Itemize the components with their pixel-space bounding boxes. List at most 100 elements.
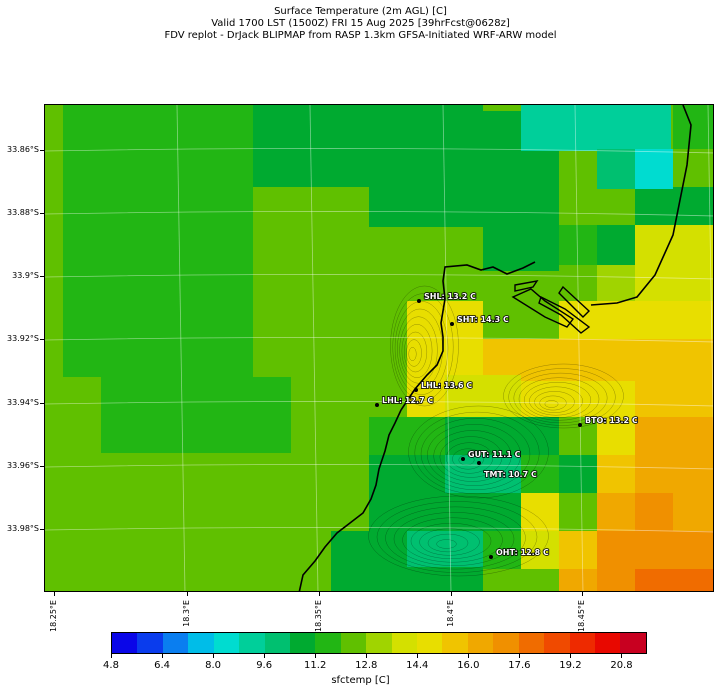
colorbar-tick bbox=[264, 654, 266, 658]
colorbar-swatch bbox=[442, 633, 468, 653]
contour-line bbox=[518, 377, 600, 421]
temperature-map[interactable]: SHL: 13.2 C SHT: 14.3 C LHL: 13.6 C LHL: 12… bbox=[44, 104, 714, 592]
temperature-cell bbox=[597, 149, 635, 189]
contour-line bbox=[408, 405, 549, 499]
contour-line bbox=[414, 411, 540, 495]
temperature-cell bbox=[597, 265, 635, 301]
colorbar-swatch bbox=[620, 633, 646, 653]
colorbar-tick bbox=[417, 654, 419, 658]
colorbar-tick bbox=[621, 654, 623, 658]
colorbar-tick-label: 8.0 bbox=[205, 660, 222, 671]
colorbar-swatch bbox=[518, 633, 545, 653]
parallel-line bbox=[45, 401, 713, 407]
station-label: LHL: 13.6 C bbox=[421, 381, 472, 390]
colorbar-swatch bbox=[112, 633, 138, 653]
contour-line bbox=[392, 293, 454, 401]
colorbar-tick-label: 20.8 bbox=[610, 660, 633, 671]
temperature-cell bbox=[101, 377, 291, 453]
temperature-cell bbox=[635, 569, 713, 591]
contour-line bbox=[529, 386, 583, 416]
temperature-cell bbox=[635, 417, 713, 457]
harbour-breakwater bbox=[511, 280, 591, 334]
terrain-contours bbox=[368, 285, 624, 577]
contour-line bbox=[503, 363, 624, 429]
temperature-cell bbox=[445, 375, 521, 417]
temperature-cell bbox=[597, 569, 635, 591]
lat-tick bbox=[40, 466, 44, 467]
colorbar-tick-label: 17.6 bbox=[508, 660, 531, 671]
temperature-cell bbox=[291, 417, 369, 455]
contour-line bbox=[427, 533, 469, 553]
colorbar-swatch bbox=[569, 633, 596, 653]
temperature-cell bbox=[559, 225, 597, 265]
station-label: BTO: 13.2 C bbox=[585, 416, 638, 425]
meridian-line bbox=[309, 105, 319, 591]
temperature-cell bbox=[673, 187, 713, 225]
temperature-cell bbox=[521, 493, 559, 531]
lon-label: 18.25°E bbox=[49, 600, 58, 632]
lat-label: 33.92°S bbox=[7, 334, 39, 343]
contour-line bbox=[523, 381, 592, 419]
colorbar-tick-label: 12.8 bbox=[355, 660, 378, 671]
temperature-cell bbox=[635, 225, 713, 301]
colorbar-tick bbox=[519, 654, 521, 658]
colorbar-swatch bbox=[544, 633, 570, 653]
meridian-line bbox=[176, 105, 186, 591]
contour-line bbox=[433, 430, 512, 482]
parallel-line bbox=[45, 274, 713, 280]
parallel-line bbox=[45, 148, 713, 154]
parallel-line bbox=[45, 337, 713, 343]
colorbar-tick bbox=[570, 654, 572, 658]
lon-tick bbox=[451, 592, 452, 596]
temperature-cell bbox=[597, 455, 635, 495]
colorbar-swatch bbox=[391, 633, 418, 653]
colorbar-swatch bbox=[417, 633, 443, 653]
lat-label: 33.86°S bbox=[7, 145, 39, 154]
temperature-cell bbox=[635, 457, 713, 493]
temperature-cell bbox=[483, 455, 521, 493]
contour-line bbox=[402, 517, 503, 563]
temperature-cell bbox=[635, 149, 673, 189]
colorbar-swatch bbox=[137, 633, 163, 653]
contour-line bbox=[427, 424, 521, 486]
temperature-cell bbox=[673, 105, 713, 149]
colorbar-tick-label: 6.4 bbox=[154, 660, 170, 671]
colorbar-title: sfctemp [C] bbox=[331, 675, 390, 686]
contour-line bbox=[399, 316, 438, 384]
station-label: LHL: 12.7 C bbox=[382, 396, 433, 405]
temperature-cell bbox=[407, 531, 483, 567]
contour-line bbox=[439, 436, 503, 478]
temperature-cell bbox=[483, 569, 559, 591]
station-label: OHT: 12.8 C bbox=[496, 548, 549, 557]
contour-line bbox=[410, 522, 492, 560]
contour-line bbox=[394, 301, 449, 395]
contour-line bbox=[390, 285, 459, 407]
station-marker bbox=[477, 461, 481, 465]
lat-label: 33.94°S bbox=[7, 398, 39, 407]
contour-line bbox=[401, 324, 433, 378]
lon-label: 18.3°E bbox=[182, 600, 191, 627]
temperature-cell bbox=[635, 301, 713, 339]
colorbar-tick bbox=[468, 654, 470, 658]
station-marker bbox=[578, 423, 582, 427]
temperature-cell bbox=[559, 531, 597, 569]
station-marker bbox=[414, 388, 418, 392]
temperature-cell bbox=[635, 189, 673, 225]
station-marker bbox=[461, 457, 465, 461]
lat-tick bbox=[40, 339, 44, 340]
coastline-north bbox=[590, 105, 692, 306]
station-marker bbox=[417, 299, 421, 303]
title-line-2: Valid 1700 LST (1500Z) FRI 15 Aug 2025 [… bbox=[211, 18, 510, 29]
lat-tick bbox=[40, 276, 44, 277]
colorbar-tick bbox=[366, 654, 368, 658]
map-canvas: SHL: 13.2 C SHT: 14.3 C LHL: 13.6 C LHL: 12… bbox=[45, 105, 713, 591]
lat-tick bbox=[40, 150, 44, 151]
colorbar-tick bbox=[162, 654, 164, 658]
contour-line bbox=[393, 512, 515, 566]
colorbar bbox=[111, 632, 647, 654]
colorbar-tick bbox=[213, 654, 215, 658]
temperature-cell bbox=[369, 417, 445, 455]
lon-label: 18.45°E bbox=[577, 600, 586, 632]
colorbar-swatch bbox=[467, 633, 494, 653]
colorbar-swatch bbox=[493, 633, 519, 653]
